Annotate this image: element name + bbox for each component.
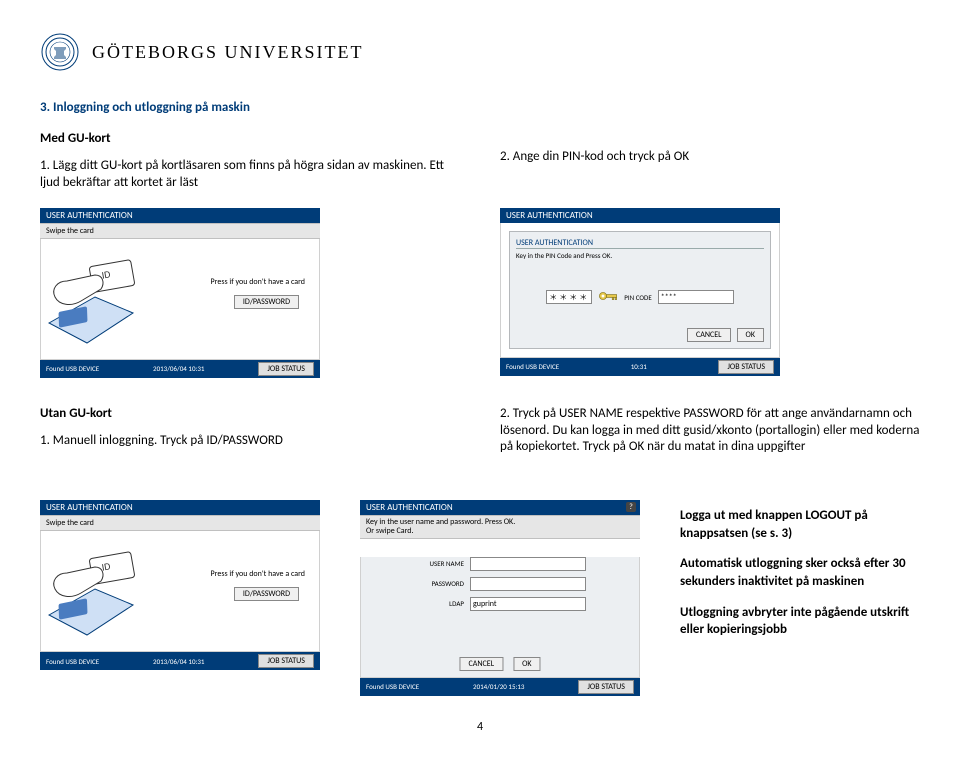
btn-row: CANCEL OK: [687, 328, 764, 342]
card-reader-illustration: ID: [41, 249, 161, 359]
shot-footer: Found USB DEVICE 2013/06/04 10:31 JOB ST…: [40, 360, 320, 378]
footer-time: 10:31: [631, 362, 647, 371]
col-shot-login: USER AUTHENTICATION ? Key in the user na…: [360, 494, 640, 696]
help-icon[interactable]: ?: [626, 502, 636, 512]
idpw-wrap: ID/PASSWORD: [234, 295, 299, 309]
row-password: PASSWORD: [414, 577, 586, 591]
col-shot-swipe-2: USER AUTHENTICATION Swipe the card ID: [40, 494, 320, 670]
pin-row: ＊＊＊＊ PIN CODE ****: [516, 290, 764, 305]
page-header: GÖTEBORGS UNIVERSITET: [40, 32, 920, 72]
row-1-text: Med GU-kort 1. Lägg ditt GU-kort på kort…: [40, 131, 920, 202]
row-2-shots: USER AUTHENTICATION Swipe the card ID: [40, 494, 920, 696]
shot-footer: Found USB DEVICE 2014/01/20 15:13 JOB ST…: [360, 678, 640, 696]
page-number: 4: [40, 720, 920, 734]
job-status-button[interactable]: JOB STATUS: [578, 680, 634, 694]
subline: Swipe the card: [40, 515, 320, 531]
shot-footer: Found USB DEVICE 10:31 JOB STATUS: [500, 358, 780, 376]
hint2: Or swipe Card.: [366, 527, 634, 536]
col-left-2: Utan GU-kort 1. Manuell inloggning. Tryc…: [40, 406, 460, 467]
job-status-button[interactable]: JOB STATUS: [258, 362, 314, 376]
idpw-wrap: ID/PASSWORD: [234, 587, 299, 601]
press-text: Press if you don't have a card: [211, 277, 305, 287]
job-status-button[interactable]: JOB STATUS: [718, 360, 774, 374]
note-logout: Logga ut med knappen LOGOUT på knappsats…: [680, 507, 920, 542]
footer-left: Found USB DEVICE: [506, 362, 559, 371]
footer-left: Found USB DEVICE: [366, 682, 419, 691]
row-2-text: Utan GU-kort 1. Manuell inloggning. Tryc…: [40, 406, 920, 467]
row-1-shots: USER AUTHENTICATION Swipe the card ID: [40, 202, 920, 378]
subline: Swipe the card: [40, 223, 320, 239]
titlebar: USER AUTHENTICATION: [500, 208, 780, 223]
screenshot-login: USER AUTHENTICATION ? Key in the user na…: [360, 500, 640, 696]
col-right-1: 2. Ange din PIN-kod och tryck på OK: [500, 131, 920, 202]
footer-left: Found USB DEVICE: [46, 657, 99, 666]
screenshot-swipe-card: USER AUTHENTICATION Swipe the card ID: [40, 208, 320, 378]
user-label: USER NAME: [414, 559, 464, 568]
row-ldap: LDAP guprint: [414, 597, 586, 611]
titlebar: USER AUTHENTICATION: [40, 500, 320, 515]
footer-left: Found USB DEVICE: [46, 364, 99, 373]
footer-time: 15:13: [508, 682, 524, 691]
ldap-select[interactable]: guprint: [470, 597, 586, 611]
shot-body: ID Press if you don't have a card ID/PAS…: [40, 239, 320, 360]
university-name: GÖTEBORGS UNIVERSITET: [92, 42, 364, 63]
step1-left: 1. Lägg ditt GU-kort på kortläsaren som …: [40, 158, 460, 192]
footer-time: 10:31: [188, 364, 204, 373]
id-password-button[interactable]: ID/PASSWORD: [234, 587, 299, 601]
shot-body: USER AUTHENTICATION Key in the PIN Code …: [500, 223, 780, 358]
password-input[interactable]: [470, 577, 586, 591]
pin-stars-display: ＊＊＊＊: [546, 290, 592, 304]
university-seal-icon: [40, 32, 80, 72]
cancel-button[interactable]: CANCEL: [687, 328, 731, 342]
section-title: 3. Inloggning och utloggning på maskin: [40, 100, 920, 115]
shot-body: USER NAME PASSWORD LDAP guprint CANCEL O…: [360, 557, 640, 678]
med-gu-kort-heading: Med GU-kort: [40, 131, 460, 148]
pin-input[interactable]: ****: [658, 290, 734, 304]
footer-date: 2013/06/04: [153, 657, 187, 666]
ok-button[interactable]: OK: [737, 328, 764, 342]
shot-footer: Found USB DEVICE 2013/06/04 10:31 JOB ST…: [40, 652, 320, 670]
titlebar: USER AUTHENTICATION: [40, 208, 320, 223]
col-shot-pin: USER AUTHENTICATION USER AUTHENTICATION …: [500, 202, 920, 378]
note-no-interrupt: Utloggning avbryter inte pågående utskri…: [680, 604, 920, 639]
pass-label: PASSWORD: [414, 579, 464, 588]
step2-right2: 2. Tryck på USER NAME respektive PASSWOR…: [500, 406, 920, 457]
footer-date: 2014/01/20: [473, 682, 507, 691]
step2-right: 2. Ange din PIN-kod och tryck på OK: [500, 149, 920, 166]
col-shot-swipe: USER AUTHENTICATION Swipe the card ID: [40, 202, 460, 378]
inner-title: USER AUTHENTICATION: [516, 238, 764, 249]
note-auto-logout: Automatisk utloggning sker också efter 3…: [680, 555, 920, 590]
titlebar-text: USER AUTHENTICATION: [366, 502, 453, 513]
job-status-button[interactable]: JOB STATUS: [258, 654, 314, 668]
card-reader-illustration: ID: [41, 541, 161, 651]
screenshot-swipe-card-2: USER AUTHENTICATION Swipe the card ID: [40, 500, 320, 670]
ldap-label: LDAP: [414, 599, 464, 608]
btn-row: CANCEL OK: [459, 657, 540, 671]
footer-time: 10:31: [188, 657, 204, 666]
username-input[interactable]: [470, 557, 586, 571]
col-left-1: Med GU-kort 1. Lägg ditt GU-kort på kort…: [40, 131, 460, 202]
pin-label: PIN CODE: [624, 293, 652, 302]
inner-panel: USER AUTHENTICATION Key in the PIN Code …: [509, 231, 771, 349]
screenshot-pin: USER AUTHENTICATION USER AUTHENTICATION …: [500, 208, 780, 376]
ok-button[interactable]: OK: [513, 657, 540, 671]
press-text: Press if you don't have a card: [211, 569, 305, 579]
pin-hint: Key in the PIN Code and Press OK.: [516, 251, 764, 260]
form-rows: USER NAME PASSWORD LDAP guprint: [361, 557, 639, 611]
key-icon: [598, 290, 618, 305]
cancel-button[interactable]: CANCEL: [459, 657, 503, 671]
step1-left2: 1. Manuell inloggning. Tryck på ID/PASSW…: [40, 433, 460, 450]
utan-gu-kort-heading: Utan GU-kort: [40, 406, 460, 423]
titlebar: USER AUTHENTICATION ?: [360, 500, 640, 515]
right-notes: Logga ut med knappen LOGOUT på knappsats…: [680, 494, 920, 651]
id-password-button[interactable]: ID/PASSWORD: [234, 295, 299, 309]
col-right-2: 2. Tryck på USER NAME respektive PASSWOR…: [500, 406, 920, 467]
row-username: USER NAME: [414, 557, 586, 571]
hint-area: Key in the user name and password. Press…: [360, 515, 640, 539]
shot-body: ID Press if you don't have a card ID/PAS…: [40, 531, 320, 652]
footer-date: 2013/06/04: [153, 364, 187, 373]
